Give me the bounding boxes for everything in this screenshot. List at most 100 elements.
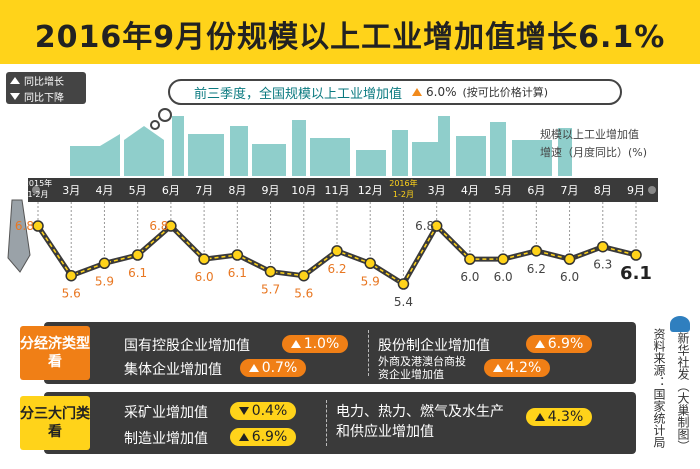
data-label: 6.0: [195, 270, 214, 284]
data-label: 6.0: [460, 270, 479, 284]
data-point: [563, 253, 576, 265]
data-point: [464, 253, 476, 265]
triangle-up-icon: [290, 340, 301, 348]
data-point: [597, 240, 609, 253]
ownership-item-value: 1.0%: [303, 336, 340, 352]
legend-up-row: 同比增长: [6, 72, 86, 88]
bolt-icon: [32, 186, 40, 194]
data-point: [65, 269, 77, 282]
data-point: [98, 257, 111, 270]
ownership-item-label: 国有控股企业增加值: [124, 338, 250, 354]
headline-bubble: 前三季度，全国规模以上工业增加值 6.0% (按可比价格计算): [168, 79, 622, 105]
headline-text: 前三季度，全国规模以上工业增加值: [194, 86, 403, 102]
factory-skyline-illustration: [70, 116, 572, 176]
data-label: 6.8: [149, 219, 168, 233]
ownership-value-pill: 6.9%: [526, 335, 592, 353]
x-tick-label: 6月: [527, 184, 545, 197]
data-point: [298, 269, 310, 282]
thought-dot: [158, 108, 172, 122]
ownership-item-value: 0.7%: [261, 360, 298, 376]
chart-note-line1: 规模以上工业增加值: [540, 128, 639, 141]
x-tick-label: 9月: [262, 184, 280, 197]
x-tick-label: 1-2月: [27, 190, 48, 199]
x-tick-label: 2015年: [24, 178, 52, 188]
headline-note: (按可比价格计算): [462, 86, 549, 99]
x-tick-label: 3月: [428, 184, 446, 197]
ownership-tag: 分经济类型看: [20, 326, 90, 380]
data-point: [331, 245, 343, 257]
triangle-up-icon: [248, 364, 259, 372]
ownership-item-label: 外商及港澳台商投资企业增加值: [378, 355, 466, 381]
title-bar: [0, 0, 700, 64]
triangle-up-icon: [238, 433, 249, 441]
ownership-value-pill: 1.0%: [282, 335, 348, 353]
chart-note-line2: 增速（月度同比）(%): [540, 146, 648, 159]
triangle-up-icon: [412, 88, 423, 96]
x-tick-label: 5月: [129, 184, 147, 197]
data-label: 6.2: [527, 262, 546, 276]
data-point: [32, 220, 44, 232]
headline-value: 6.0%: [426, 85, 457, 99]
x-tick-label: 4月: [461, 184, 479, 197]
ownership-value-pill: 0.7%: [240, 359, 306, 377]
credit-note: 新华社发（大巢制图）: [676, 332, 690, 452]
data-label: 6.2: [327, 262, 346, 276]
sectors-item-label: 制造业增加值: [124, 431, 208, 447]
data-label: 5.7: [261, 283, 280, 297]
data-label: 6.1: [128, 266, 147, 280]
x-tick-label: 7月: [195, 184, 213, 197]
sectors-value-pill: 4.3%: [526, 408, 592, 426]
triangle-down-icon: [10, 92, 20, 100]
triangle-up-icon: [10, 76, 20, 84]
sectors-item-label: 电力、热力、燃气及水生产和供应业增加值: [336, 404, 504, 440]
ownership-value-pill: 4.2%: [484, 359, 550, 377]
ownership-item-label: 集体企业增加值: [124, 362, 222, 378]
data-label: 5.9: [95, 274, 114, 288]
xinhua-logo-icon: [670, 316, 690, 332]
legend-box: 同比增长 同比下降: [6, 72, 86, 104]
x-tick-label: 8月: [594, 184, 612, 197]
x-tick-label: 9月: [627, 184, 645, 197]
x-tick-label: 4月: [95, 184, 113, 197]
source-note: 资料来源：国家统计局: [652, 328, 666, 448]
data-point: [397, 278, 410, 290]
x-tick-label: 5月: [494, 184, 512, 197]
triangle-up-icon: [492, 364, 503, 372]
data-label: 6.0: [560, 270, 579, 284]
chart-note: 规模以上工业增加值 增速（月度同比）(%): [540, 126, 647, 162]
ownership-item-label: 股份制企业增加值: [378, 338, 490, 354]
data-point: [530, 245, 543, 257]
data-label: 6.3: [593, 258, 612, 272]
sectors-tag: 分三大门类看: [20, 396, 90, 450]
legend-down-row: 同比下降: [6, 88, 86, 104]
data-point: [264, 265, 277, 278]
x-tick-label: 7月: [561, 184, 579, 197]
data-label: 6.8: [15, 219, 34, 233]
data-point: [497, 253, 509, 265]
legend-up-label: 同比增长: [24, 76, 64, 88]
sectors-item-value: 0.4%: [251, 403, 288, 419]
sectors-value-pill: 6.9%: [230, 428, 296, 446]
triangle-up-icon: [534, 413, 545, 421]
data-label: 6.0: [494, 270, 513, 284]
x-tick-label: 12月: [358, 184, 383, 197]
line-chart: 2015年 1-2月 3月 4月 5月 6月 7月 8月 9月 10月 11月 12月 2016年 1-2…: [7, 178, 658, 309]
x-tick-label: 10月: [291, 184, 316, 197]
data-label: 5.9: [361, 274, 380, 288]
data-point: [630, 249, 642, 261]
triangle-down-icon: [238, 407, 249, 415]
data-point: [231, 249, 244, 261]
sectors-item-value: 4.3%: [547, 409, 584, 425]
x-tick-label: 2016年: [389, 178, 417, 188]
data-label: 6.8: [415, 219, 434, 233]
data-point: [131, 249, 144, 261]
axis-bar: [28, 178, 658, 202]
ownership-item-value: 4.2%: [505, 360, 542, 376]
sectors-item-value: 6.9%: [251, 429, 288, 445]
headline-value-group: 6.0%: [412, 85, 457, 99]
x-tick-label: 8月: [228, 184, 246, 197]
x-tick-label: 11月: [325, 184, 350, 197]
bolt-icon: [648, 186, 656, 194]
divider: [326, 400, 327, 446]
data-label: 5.6: [62, 287, 81, 301]
